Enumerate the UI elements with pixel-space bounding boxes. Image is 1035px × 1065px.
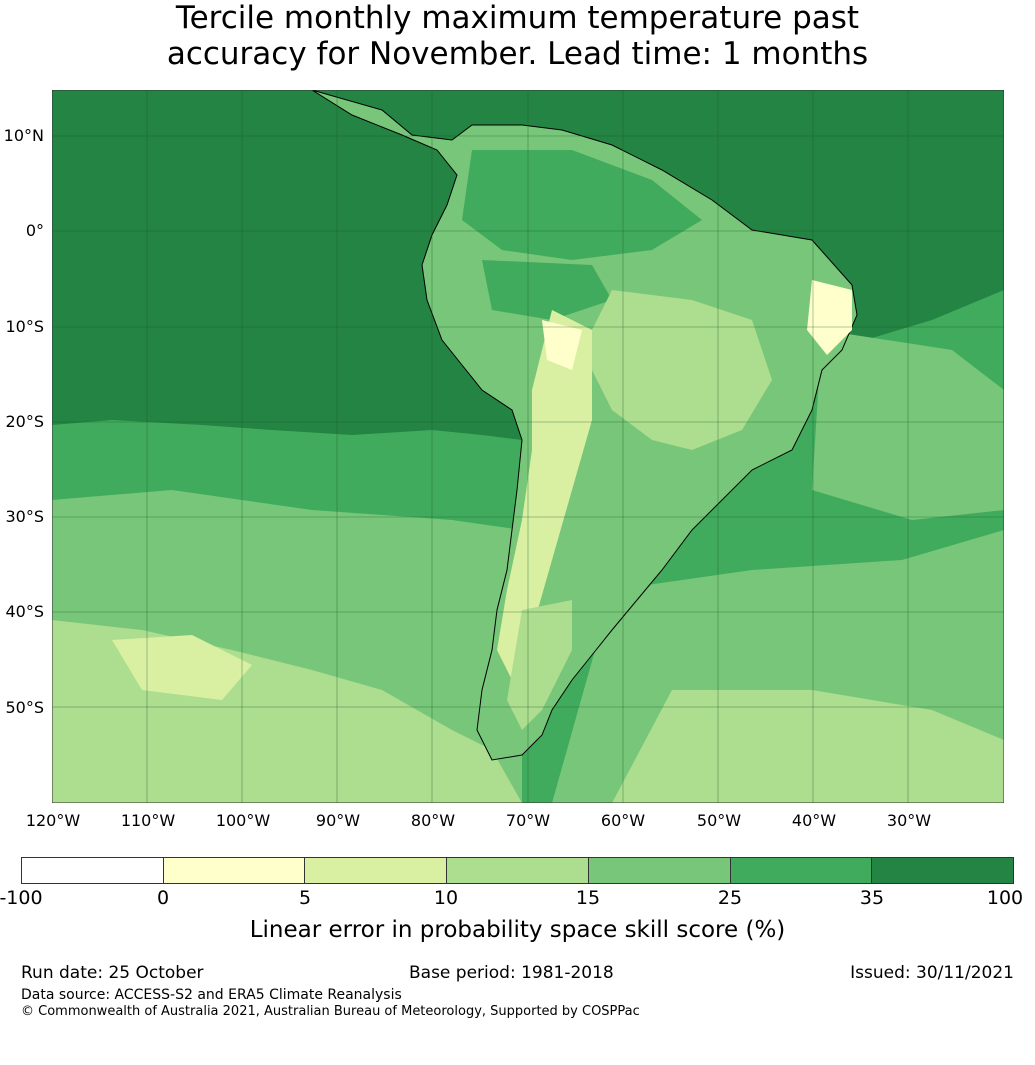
lon-label-80w: 80°W [410,811,456,830]
patagonia-mid [507,600,572,730]
colorbar-segment [163,858,306,883]
colorbar [21,857,1014,884]
lon-label-70w: 70°W [505,811,551,830]
lat-label-40s: 40°S [5,602,44,621]
lat-label-20s: 20°S [5,412,44,431]
southern-ocean-light-2 [112,635,252,700]
colorbar-segment [872,858,1014,883]
run-date: Run date: 25 October [21,963,204,983]
bolivia-light [542,320,582,370]
colorbar-segment [305,858,448,883]
colorbar-segment [730,858,873,883]
lat-label-50s: 50°S [5,698,44,717]
colorbar-tick: 5 [298,887,312,909]
copyright: © Commonwealth of Australia 2021, Austra… [21,1004,640,1019]
brazil-light-region [592,290,772,450]
northeast-brazil-light [807,280,852,355]
colorbar-tick: 15 [575,887,601,909]
lat-label-10n: 10°N [3,126,44,145]
map-title: Tercile monthly maximum temperature past… [0,0,1035,72]
lon-label-100w: 100°W [215,811,271,830]
lon-label-30w: 30°W [886,811,932,830]
lat-label-0: 0° [25,221,44,240]
lon-label-90w: 90°W [315,811,361,830]
colorbar-tick: 10 [433,887,459,909]
issued-date: Issued: 30/11/2021 [850,963,1014,983]
skill-score-map [52,90,1004,803]
andes-light-band [497,310,592,680]
colorbar-tick: 25 [717,887,743,909]
amazon-dark-region-2 [482,260,612,320]
lon-label-60w: 60°W [600,811,646,830]
colorbar-tick: 35 [859,887,885,909]
colorbar-segment [22,858,164,883]
lat-label-10s: 10°S [5,317,44,336]
amazon-dark-region [462,150,702,260]
data-source: Data source: ACCESS-S2 and ERA5 Climate … [21,987,402,1003]
atlantic-mid [812,330,1004,520]
map-gridlines [52,90,1004,803]
colorbar-label: Linear error in probability space skill … [249,917,786,943]
south-atlantic-light [612,690,1004,803]
colorbar-tick: 0 [156,887,170,909]
colorbar-tick: 100 [986,887,1024,909]
title-line-1: Tercile monthly maximum temperature past [175,0,860,36]
colorbar-segment [588,858,731,883]
lon-label-120w: 120°W [25,811,81,830]
lat-label-30s: 30°S [5,507,44,526]
colorbar-segment [447,858,589,883]
title-line-2: accuracy for November. Lead time: 1 mont… [166,36,869,72]
lon-label-40w: 40°W [791,811,837,830]
lon-label-110w: 110°W [120,811,176,830]
base-period: Base period: 1981-2018 [409,963,614,983]
lon-label-50w: 50°W [696,811,742,830]
colorbar-tick: -100 [0,887,43,909]
